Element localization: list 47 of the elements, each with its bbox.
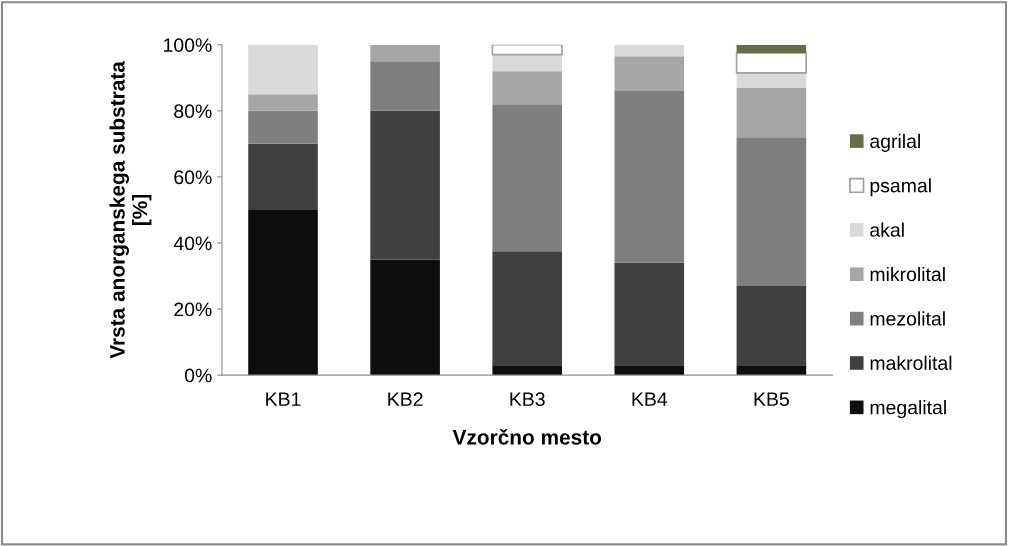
- bar: [492, 365, 562, 376]
- bar: [736, 44, 807, 54]
- bar: [370, 44, 440, 62]
- legend-label: megalital: [870, 400, 946, 419]
- bar: [370, 259, 440, 376]
- bar: [735, 52, 808, 74]
- x-tick-label: KB3: [510, 392, 545, 407]
- bar: [491, 44, 563, 56]
- bar: [736, 87, 807, 138]
- bar: [614, 365, 685, 376]
- bar: [614, 56, 685, 92]
- x-tick-label: KB1: [266, 392, 301, 406]
- legend-label: akal: [870, 222, 904, 237]
- bar: [736, 72, 807, 88]
- legend-label: mikrolital: [870, 266, 945, 282]
- legend-label: mezolital: [870, 311, 945, 326]
- y-tick-label: 0%: [184, 368, 212, 383]
- bar: [370, 61, 440, 111]
- x-tick-label: KB4: [632, 392, 668, 406]
- x-tick-label: KB2: [388, 392, 423, 406]
- y-axis-title: Vrsta anorganskega substrata [%]: [109, 61, 152, 359]
- bar: [736, 285, 807, 366]
- x-tick-label: KB5: [754, 392, 789, 407]
- legend-label: agrilal: [870, 133, 920, 152]
- y-tick-label: 60%: [174, 170, 212, 185]
- bar: [736, 365, 807, 376]
- bar: [248, 94, 318, 111]
- bar: [492, 54, 562, 72]
- bar: [492, 71, 562, 105]
- y-tick-label: 100%: [164, 38, 212, 53]
- bar: [736, 137, 807, 286]
- legend-label: psamal: [870, 178, 931, 197]
- bar: [248, 44, 318, 95]
- bar: [248, 143, 318, 210]
- y-tick-label: 40%: [173, 236, 212, 251]
- bar: [614, 262, 685, 366]
- bar: [492, 104, 562, 252]
- bar: [248, 209, 318, 376]
- y-tick-label: 20%: [174, 302, 212, 317]
- legend-label: makrolital: [870, 355, 952, 370]
- bar: [614, 91, 685, 263]
- bar: [492, 251, 562, 366]
- bar: [614, 44, 685, 57]
- bar: [248, 110, 318, 144]
- x-axis-title: Vzorčno mesto: [452, 428, 602, 445]
- bar: [370, 110, 440, 260]
- y-tick-label: 80%: [174, 104, 212, 119]
